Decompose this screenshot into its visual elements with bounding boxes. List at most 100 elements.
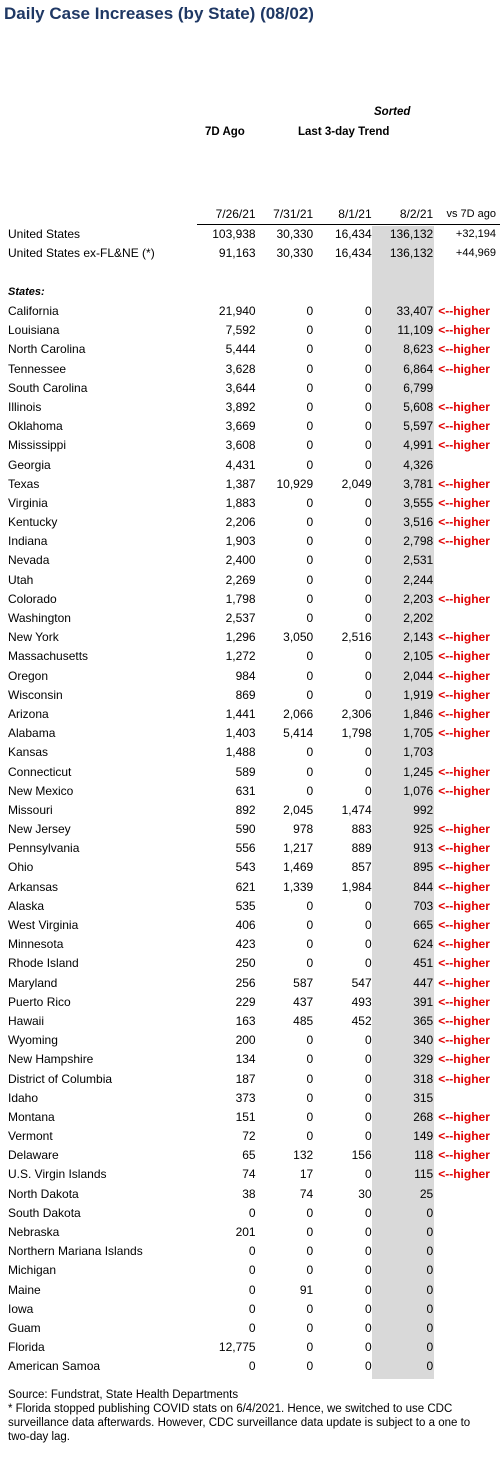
row-value: 0 — [364, 956, 372, 971]
higher-flag: <--higher — [438, 495, 490, 510]
row-value: 631 — [235, 783, 256, 798]
table-row: Iowa 0 0 0 0 — [6, 1300, 500, 1319]
table-row: Mississippi 3,608 0 0 4,991 <--higher — [6, 436, 500, 455]
row-name: Arkansas — [8, 879, 59, 894]
row-value: 8,623 — [403, 342, 434, 357]
higher-flag: <--higher — [438, 630, 490, 645]
row-value: 0 — [306, 457, 314, 472]
row-value: 38 — [242, 1186, 256, 1201]
row-value: 365 — [413, 1013, 434, 1028]
higher-flag — [436, 1338, 500, 1357]
higher-flag: <--higher — [438, 361, 490, 376]
row-value: 134 — [235, 1052, 256, 1067]
row-value: 992 — [413, 802, 434, 817]
row-value: 4,431 — [225, 457, 256, 472]
row-value: 0 — [306, 361, 314, 376]
row-name: Utah — [8, 572, 34, 587]
table-row: Puerto Rico 229 437 493 391 <--higher — [6, 993, 500, 1012]
higher-flag: <--higher — [438, 937, 490, 952]
row-value: 0 — [364, 1244, 372, 1259]
row-value: 895 — [413, 860, 434, 875]
row-value: 6,864 — [403, 361, 434, 376]
row-value: 925 — [413, 822, 434, 837]
table-row: Oklahoma 3,669 0 0 5,597 <--higher — [6, 417, 500, 436]
row-value: 3,892 — [225, 399, 256, 414]
row-name: Pennsylvania — [8, 841, 80, 856]
row-value: 447 — [413, 975, 434, 990]
row-name: California — [8, 304, 59, 319]
row-value: 0 — [306, 764, 314, 779]
row-value: 2,269 — [225, 572, 256, 587]
row-value: 3,555 — [403, 495, 434, 510]
row-value: 1,272 — [225, 649, 256, 664]
higher-flag: <--higher — [438, 822, 490, 837]
higher-flag: <--higher — [438, 956, 490, 971]
row-value: 30,330 — [276, 246, 314, 261]
row-value: 187 — [235, 1071, 256, 1086]
table-row: North Dakota 38 74 30 25 — [6, 1185, 500, 1204]
row-value: 136,132 — [389, 246, 434, 261]
row-value: 0 — [306, 1301, 314, 1316]
row-value: 3,050 — [283, 630, 314, 645]
row-value: 883 — [351, 822, 372, 837]
row-value: 2,202 — [403, 611, 434, 626]
row-value: 1,488 — [225, 745, 256, 760]
row-name: Missouri — [8, 802, 53, 817]
table-row: Florida 12,775 0 0 0 — [6, 1338, 500, 1357]
higher-flag — [436, 379, 500, 398]
row-name: Maine — [8, 1282, 41, 1297]
row-value: 1,387 — [225, 476, 256, 491]
higher-flag — [436, 1261, 500, 1280]
row-value: 3,644 — [225, 380, 256, 395]
higher-flag: <--higher — [438, 975, 490, 990]
row-value: 0 — [364, 323, 372, 338]
row-value: 0 — [306, 1129, 314, 1144]
row-value: 0 — [306, 591, 314, 606]
header-blank — [6, 205, 197, 225]
row-value: 589 — [235, 764, 256, 779]
row-value: 0 — [306, 1340, 314, 1355]
row-value: 0 — [248, 1263, 256, 1278]
row-value: 0 — [306, 1359, 314, 1374]
row-name: Delaware — [8, 1148, 59, 1163]
row-value: 0 — [306, 495, 314, 510]
higher-flag: <--higher — [438, 1148, 490, 1163]
row-name: New Hampshire — [8, 1052, 94, 1067]
row-value: 11,109 — [397, 323, 434, 338]
row-value: 156 — [351, 1148, 372, 1163]
row-value: 892 — [235, 802, 256, 817]
row-value: 0 — [306, 649, 314, 664]
table-row: Alaska 535 0 0 703 <--higher — [6, 897, 500, 916]
row-value: 5,608 — [403, 399, 434, 414]
col-header-3: 8/1/21 — [313, 205, 372, 226]
row-name: Montana — [8, 1109, 55, 1124]
higher-flag: <--higher — [438, 342, 490, 357]
spacer-cell — [6, 264, 197, 283]
table-row: American Samoa 0 0 0 0 — [6, 1357, 500, 1376]
row-value: 4,991 — [403, 438, 434, 453]
row-value: 3,781 — [403, 476, 434, 491]
row-value: 0 — [248, 1359, 256, 1374]
row-value: 0 — [364, 361, 372, 376]
row-value: 0 — [364, 668, 372, 683]
table-row: Guam 0 0 0 0 — [6, 1319, 500, 1338]
higher-flag: <--higher — [438, 534, 490, 549]
row-value: 0 — [306, 534, 314, 549]
higher-flag: <--higher — [438, 783, 490, 798]
row-value: 0 — [426, 1244, 434, 1259]
row-value: 91,163 — [218, 246, 256, 261]
table-row: Nebraska 201 0 0 0 — [6, 1223, 500, 1242]
table-row: Rhode Island 250 0 0 451 <--higher — [6, 954, 500, 973]
row-value: 1,076 — [403, 783, 434, 798]
row-value: 406 — [235, 918, 256, 933]
table-row: Nevada 2,400 0 0 2,531 — [6, 551, 500, 570]
row-value: 0 — [306, 937, 314, 952]
row-name: Florida — [8, 1340, 45, 1355]
row-value: 0 — [364, 1167, 372, 1182]
row-value: 0 — [426, 1263, 434, 1278]
row-value: 0 — [306, 956, 314, 971]
row-value: 0 — [364, 1340, 372, 1355]
row-value: 0 — [364, 572, 372, 587]
higher-flag: <--higher — [438, 726, 490, 741]
row-value: 4,326 — [403, 457, 434, 472]
